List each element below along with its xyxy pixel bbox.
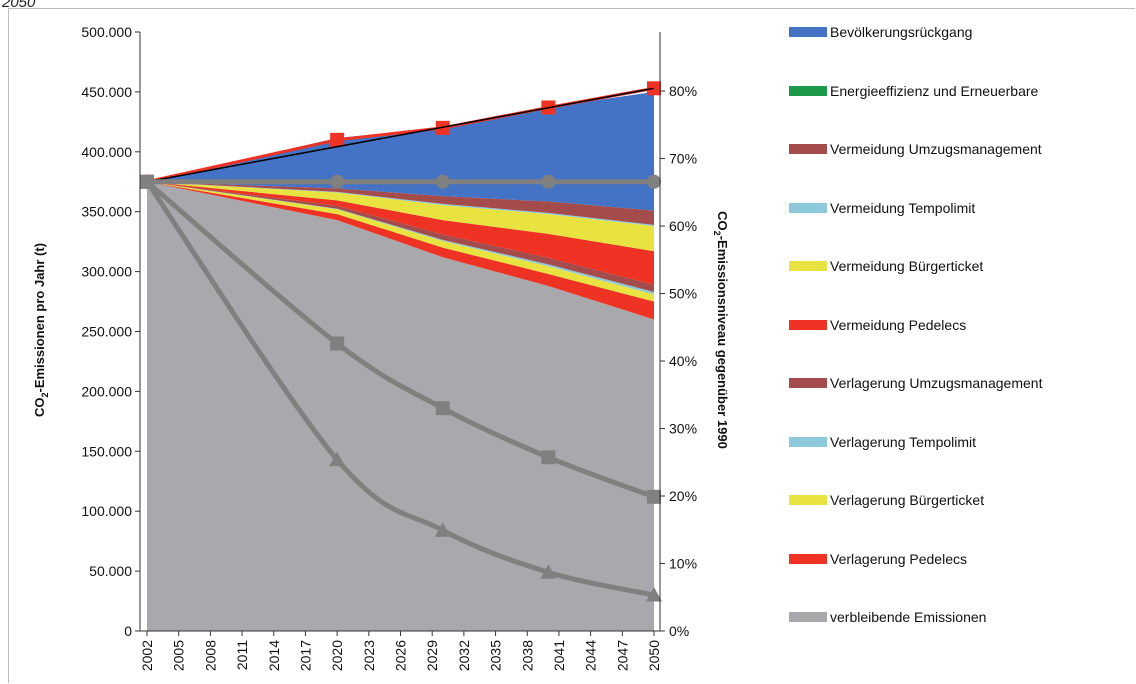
legend-swatch xyxy=(789,144,827,154)
y2-tick-label: 40% xyxy=(669,353,697,369)
y-tick-label: 350.000 xyxy=(81,204,132,220)
x-tick-label: 2047 xyxy=(614,640,630,671)
legend-label: Energieeffizienz und Erneuerbare xyxy=(830,82,1039,99)
y-tick-label: 0 xyxy=(124,623,132,639)
marker-line3-2020 xyxy=(330,174,345,189)
legend-item-energieeffizienz-und-erneuerbare: Energieeffizienz und Erneuerbare xyxy=(789,81,1038,101)
y2-tick-label: 70% xyxy=(669,151,697,167)
legend-swatch xyxy=(789,319,827,330)
y-tick-label: 450.000 xyxy=(81,84,132,100)
y2-tick-label: 80% xyxy=(669,83,697,99)
y-tick-label: 150.000 xyxy=(81,443,132,459)
marker-line5-2030 xyxy=(434,522,451,537)
legend-swatch xyxy=(789,553,827,564)
area-layers xyxy=(147,91,654,631)
x-tick-label: 2023 xyxy=(361,640,377,671)
marker-line4-2050 xyxy=(647,489,661,504)
y2-tick-label: 30% xyxy=(669,421,697,437)
marker-line5-2050 xyxy=(646,587,662,602)
legend-item-verlagerung-buergerticket: Verlagerung Bürgerticket xyxy=(789,490,984,510)
legend-item-verlagerung-umzugsmanagement: Verlagerung Umzugsmanagement xyxy=(789,373,1042,393)
x-tick-label: 2044 xyxy=(583,640,599,671)
y2-tick-label: 0% xyxy=(669,623,689,639)
x-tick-label: 2002 xyxy=(139,640,155,671)
legend-item-vermeidung-umzugsmanagement: Vermeidung Umzugsmanagement xyxy=(789,139,1042,159)
legend-swatch xyxy=(789,27,827,37)
legend-label: Vermeidung Bürgerticket xyxy=(830,258,984,274)
legend-swatch xyxy=(789,202,827,213)
marker-line3-2030 xyxy=(435,174,450,189)
x-tick-label: 2026 xyxy=(393,640,409,671)
x-tick-label: 2017 xyxy=(297,640,313,671)
y-tick-label: 200.000 xyxy=(81,383,132,399)
legend-label: Vermeidung Umzugsmanagement xyxy=(830,141,1042,157)
marker-line5-2040 xyxy=(540,564,557,579)
y-axis-label: CO2-Emissionen pro Jahr (t) xyxy=(32,243,50,417)
legend-swatch xyxy=(789,85,827,96)
legend-label: Vermeidung Pedelecs xyxy=(830,316,967,333)
marker-line3-2040 xyxy=(541,174,556,189)
line-layers xyxy=(139,81,662,602)
marker-line4-2030 xyxy=(435,401,450,416)
y-tick-label: 300.000 xyxy=(81,264,132,280)
x-tick-label: 2005 xyxy=(171,640,187,671)
x-tick-label: 2050 xyxy=(646,640,662,671)
legend-label: Verlagerung Umzugsmanagement xyxy=(830,375,1043,391)
y-tick-label: 50.000 xyxy=(89,563,132,579)
y2-axis-label: CO2-Emissionsniveau gegenüber 1990 xyxy=(712,211,730,449)
legend-label: Bevölkerungsrückgang xyxy=(830,24,973,40)
y-tick-label: 400.000 xyxy=(81,144,132,160)
area-vermeidung-umzugsmanagement xyxy=(147,181,654,225)
y2-tick-label: 60% xyxy=(669,218,697,234)
x-tick-label: 2035 xyxy=(488,640,504,671)
legend-item-vermeidung-tempolimit: Vermeidung Tempolimit xyxy=(789,198,975,218)
legend-label: Vermeidung Tempolimit xyxy=(830,199,976,216)
y2-tick-label: 20% xyxy=(669,488,697,504)
y-tick-label: 500.000 xyxy=(81,24,132,40)
y2-tick-label: 10% xyxy=(669,556,697,572)
axes xyxy=(135,31,665,636)
marker-line4-2040 xyxy=(541,450,556,465)
legend-label: Verlagerung Pedelecs xyxy=(830,550,967,567)
x-tick-label: 2014 xyxy=(266,640,282,671)
x-tick-label: 2008 xyxy=(202,640,218,671)
x-tick-label: 2032 xyxy=(456,640,472,671)
line-2 xyxy=(146,87,655,183)
y2-tick-label: 50% xyxy=(669,286,697,302)
y-tick-label: 250.000 xyxy=(81,324,132,340)
y-tick-label: 100.000 xyxy=(81,503,132,519)
legend-label: Verlagerung Bürgerticket xyxy=(830,492,985,508)
legend-item-vermeidung-pedelecs: Vermeidung Pedelecs xyxy=(789,315,966,335)
legend-label: Verlagerung Tempolimit xyxy=(830,433,977,450)
marker-line5-2002 xyxy=(139,173,155,189)
tick-labels: 0 50.000 100.000 150.000 200.000 250.000 300.0… xyxy=(81,24,697,671)
marker-line1-2020 xyxy=(330,132,345,147)
x-tick-label: 2020 xyxy=(329,640,345,671)
legend-item-verbleibende-emissionen: verbleibende Emissionen xyxy=(789,607,986,627)
legend-label: verbleibende Emissionen xyxy=(830,609,987,625)
legend-swatch xyxy=(789,612,827,622)
legend-swatch xyxy=(789,495,827,505)
legend-swatch xyxy=(789,436,827,447)
x-tick-label: 2029 xyxy=(424,640,440,671)
legend-item-vermeidung-buergerticket: Vermeidung Bürgerticket xyxy=(789,256,983,276)
legend-swatch xyxy=(789,378,827,388)
line-5 xyxy=(144,180,655,598)
line-4 xyxy=(145,179,655,500)
area-vermeidung-buergerticket xyxy=(147,181,654,252)
marker-line5-2020 xyxy=(329,451,346,467)
marker-line3-2050 xyxy=(647,174,661,189)
legend-item-verlagerung-pedelecs: Verlagerung Pedelecs xyxy=(789,549,967,569)
legend-item-bevoelkerungsrueckgang: Bevölkerungsrückgang xyxy=(789,22,972,42)
x-tick-label: 2011 xyxy=(234,640,250,670)
legend-swatch xyxy=(789,261,827,271)
x-tick-label: 2038 xyxy=(519,640,535,671)
x-tick-label: 2041 xyxy=(551,640,567,671)
legend-item-verlagerung-tempolimit: Verlagerung Tempolimit xyxy=(789,432,976,452)
marker-line4-2020 xyxy=(330,336,345,351)
chart-frame xyxy=(8,8,1135,683)
top-note: 2050 xyxy=(2,0,36,11)
